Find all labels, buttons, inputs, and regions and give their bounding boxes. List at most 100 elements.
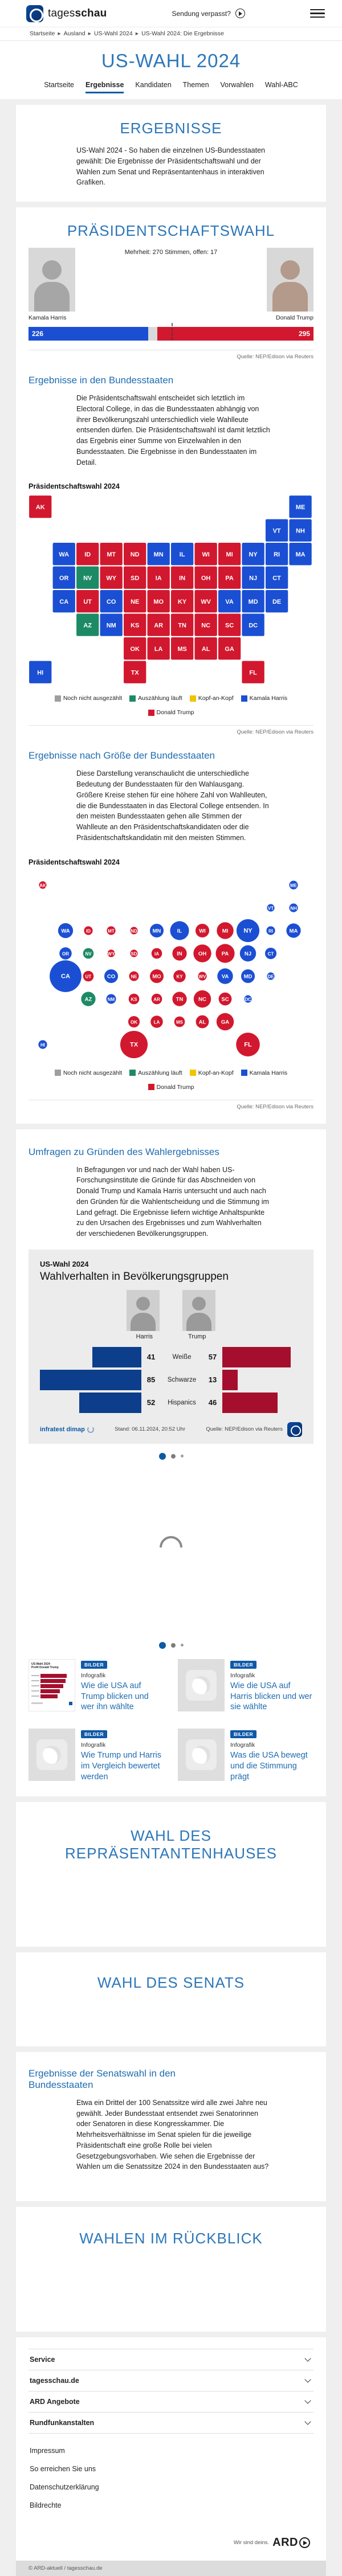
dot[interactable] <box>180 1644 184 1647</box>
footer-link-impressum[interactable]: Impressum <box>30 2446 65 2455</box>
state-bubble-MN[interactable]: MN <box>149 923 164 937</box>
teaser-title[interactable]: Was die USA bewegt und die Stimmung präg… <box>230 1751 308 1782</box>
state-bubble-MI[interactable]: MI <box>217 922 234 939</box>
state-bubble-WI[interactable]: WI <box>195 923 210 937</box>
state-bubble-WY[interactable]: WY <box>107 949 115 957</box>
footer-link-bildrechte[interactable]: Bildrechte <box>30 2501 62 2509</box>
state-bubble-VA[interactable]: VA <box>217 968 233 984</box>
state-tile-KS[interactable]: KS <box>124 613 146 637</box>
dot[interactable] <box>180 1455 184 1458</box>
state-bubble-NM[interactable]: NM <box>106 994 116 1004</box>
state-tile-VA[interactable]: VA <box>218 590 241 613</box>
sendung-verpasst-link[interactable]: Sendung verpasst? <box>172 9 245 18</box>
state-tile-MO[interactable]: MO <box>147 590 170 613</box>
carousel-dots[interactable] <box>28 1452 314 1460</box>
state-bubble-NE[interactable]: NE <box>129 971 139 981</box>
state-tile-OR[interactable]: OR <box>52 566 75 589</box>
state-bubble-MD[interactable]: MD <box>241 969 255 983</box>
teaser-title[interactable]: Wie die USA auf Harris blicken und wer s… <box>230 1681 312 1712</box>
tab-wahl-abc[interactable]: Wahl-ABC <box>264 81 298 89</box>
state-bubble-SD[interactable]: SD <box>130 949 138 957</box>
tab-themen[interactable]: Themen <box>182 81 209 89</box>
state-tile-NJ[interactable]: NJ <box>242 566 264 589</box>
state-bubble-MS[interactable]: MS <box>174 1016 185 1027</box>
teaser-item[interactable]: US-Wahl 2024 Profil Donald Trump BILDER Inf… <box>28 1658 164 1713</box>
state-bubble-GA[interactable]: GA <box>216 1013 234 1030</box>
state-tile-TN[interactable]: TN <box>171 613 194 637</box>
state-bubble-NJ[interactable]: NJ <box>239 945 256 961</box>
breadcrumb-item[interactable]: Ausland <box>63 30 85 37</box>
state-bubble-TN[interactable]: TN <box>172 991 187 1006</box>
state-tile-VT[interactable]: VT <box>265 519 288 542</box>
state-bubble-VT[interactable]: VT <box>267 903 275 912</box>
state-bubble-ID[interactable]: ID <box>84 925 93 935</box>
state-tile-ME[interactable]: ME <box>289 495 312 518</box>
state-bubble-IA[interactable]: IA <box>151 948 162 959</box>
state-bubble-MO[interactable]: MO <box>149 969 164 983</box>
state-tile-OH[interactable]: OH <box>194 566 217 589</box>
state-bubble-AL[interactable]: AL <box>196 1015 209 1028</box>
state-bubble-NV[interactable]: NV <box>83 948 94 959</box>
teaser-item[interactable]: BILDER Infografik Was die USA bewegt und d… <box>178 1729 314 1783</box>
state-bubble-DE[interactable]: DE <box>267 972 275 980</box>
state-tile-MS[interactable]: MS <box>171 637 194 660</box>
state-tile-IA[interactable]: IA <box>147 566 170 589</box>
footer-link-datenschutzerkl-rung[interactable]: Datenschutzerklärung <box>30 2483 99 2491</box>
state-tile-WY[interactable]: WY <box>100 566 123 589</box>
state-bubble-NY[interactable]: NY <box>236 919 260 942</box>
state-tile-SD[interactable]: SD <box>124 566 146 589</box>
state-tile-WI[interactable]: WI <box>194 543 217 566</box>
tab-vorwahlen[interactable]: Vorwahlen <box>220 81 254 89</box>
state-bubble-AZ[interactable]: AZ <box>81 991 96 1006</box>
carousel-dots[interactable] <box>28 1641 314 1649</box>
state-bubble-CT[interactable]: CT <box>264 947 277 959</box>
state-tile-HI[interactable]: HI <box>29 661 52 684</box>
state-bubble-RI[interactable]: RI <box>266 925 275 935</box>
state-tile-WA[interactable]: WA <box>52 543 75 566</box>
state-tile-MN[interactable]: MN <box>147 543 170 566</box>
state-bubble-AR[interactable]: AR <box>151 993 162 1004</box>
state-bubble-CO[interactable]: CO <box>104 969 119 983</box>
state-bubble-TX[interactable]: TX <box>120 1030 148 1058</box>
state-tile-TX[interactable]: TX <box>124 661 146 684</box>
state-bubble-FL[interactable]: FL <box>236 1032 260 1056</box>
state-tile-MI[interactable]: MI <box>218 543 241 566</box>
state-bubble-SC[interactable]: SC <box>218 992 232 1005</box>
breadcrumb-item[interactable]: US-Wahl 2024 <box>93 30 133 37</box>
tab-kandidaten[interactable]: Kandidaten <box>135 81 172 89</box>
state-bubble-CA[interactable]: CA <box>50 960 82 992</box>
state-tile-MA[interactable]: MA <box>289 543 312 566</box>
state-tile-ND[interactable]: ND <box>124 543 146 566</box>
state-tile-NC[interactable]: NC <box>194 613 217 637</box>
state-tile-AZ[interactable]: AZ <box>76 613 99 637</box>
state-bubble-MA[interactable]: MA <box>286 923 301 938</box>
state-bubble-OH[interactable]: OH <box>193 944 211 963</box>
state-bubble-WA[interactable]: WA <box>58 923 74 938</box>
footer-accordion-ard-angebote[interactable]: ARD Angebote <box>28 2390 314 2412</box>
state-bubble-NC[interactable]: NC <box>193 990 211 1008</box>
tagesschau-logo[interactable]: tagesschau <box>26 5 107 22</box>
dot-active[interactable] <box>158 1641 166 1649</box>
state-bubble-AK[interactable]: AK <box>39 880 47 889</box>
state-tile-CT[interactable]: CT <box>265 566 288 589</box>
footer-link-so-erreichen-sie-uns[interactable]: So erreichen Sie uns <box>30 2464 96 2473</box>
state-bubble-OR[interactable]: OR <box>59 947 72 960</box>
state-tile-UT[interactable]: UT <box>76 590 99 613</box>
state-tile-IL[interactable]: IL <box>171 543 194 566</box>
state-tile-FL[interactable]: FL <box>242 661 264 684</box>
state-bubble-IN[interactable]: IN <box>172 945 187 961</box>
state-tile-LA[interactable]: LA <box>147 637 170 660</box>
state-tile-NY[interactable]: NY <box>242 543 264 566</box>
footer-accordion-service[interactable]: Service <box>28 2348 314 2370</box>
state-tile-CO[interactable]: CO <box>100 590 123 613</box>
state-tile-DC[interactable]: DC <box>242 613 264 637</box>
hamburger-menu-icon[interactable] <box>310 9 325 18</box>
state-bubble-DC[interactable]: DC <box>244 994 252 1003</box>
footer-accordion-tagesschau-de[interactable]: tagesschau.de <box>28 2369 314 2391</box>
teaser-title[interactable]: Wie die USA auf Trump blicken und wer ih… <box>81 1681 149 1712</box>
teaser-item[interactable]: BILDER Infografik Wie die USA auf Harris b… <box>178 1658 314 1713</box>
tab-startseite[interactable]: Startseite <box>44 81 75 89</box>
tab-ergebnisse[interactable]: Ergebnisse <box>85 81 124 93</box>
state-bubble-KS[interactable]: KS <box>128 993 140 1004</box>
state-tile-NM[interactable]: NM <box>100 613 123 637</box>
